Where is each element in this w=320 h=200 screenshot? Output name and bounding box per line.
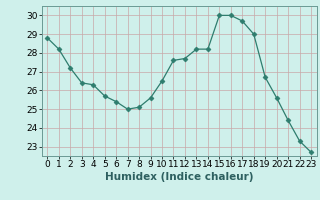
X-axis label: Humidex (Indice chaleur): Humidex (Indice chaleur): [105, 172, 253, 182]
